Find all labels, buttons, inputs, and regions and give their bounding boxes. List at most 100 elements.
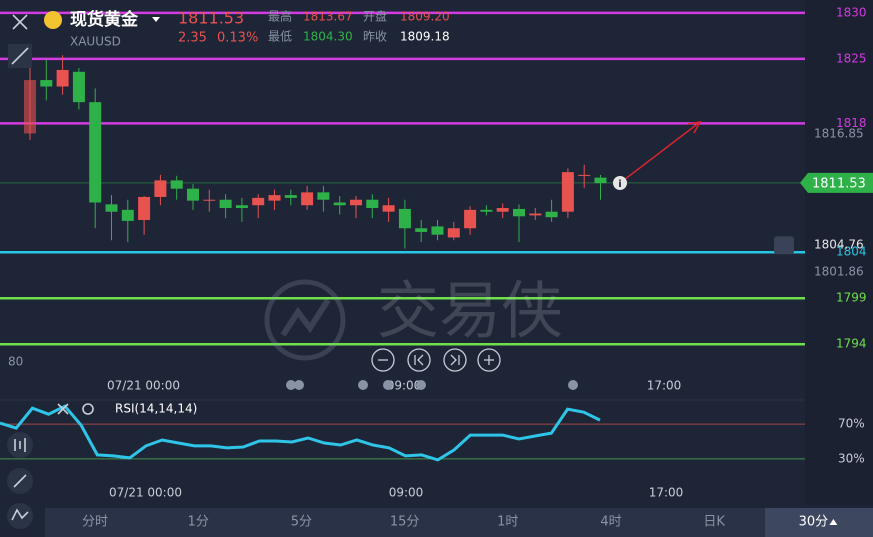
candle-body	[415, 228, 428, 232]
candle-body	[24, 80, 36, 134]
change: 2.35	[178, 31, 207, 46]
x-tick-label: 17:00	[647, 379, 682, 393]
candle-body	[284, 195, 297, 198]
stat-label: 最高	[268, 9, 292, 24]
title: 现货黄金	[70, 9, 139, 30]
gold-icon	[44, 11, 62, 29]
level-label: 1825	[836, 51, 867, 65]
candle-body	[464, 209, 477, 229]
level-label: 1818	[836, 116, 867, 130]
symbol: XAUUSD	[70, 35, 121, 49]
x-tick-label: 07/21 00:00	[109, 486, 182, 500]
level-label: 1799	[836, 291, 867, 305]
candle-body	[496, 208, 509, 212]
rsi-settings[interactable]	[82, 403, 94, 415]
candle-body	[40, 80, 53, 87]
candle-body	[187, 188, 199, 201]
stat-value: 1809.20	[400, 10, 450, 24]
period-tabs: 分时 1分 5分 15分 1时 4时 日K 30分	[45, 508, 873, 537]
candle-body	[89, 102, 102, 203]
y-tick-label: 70%	[838, 417, 865, 431]
candle-body	[366, 199, 379, 209]
nav-buttons	[371, 348, 501, 372]
candle-body	[56, 69, 69, 87]
tab[interactable]: 5分	[291, 515, 312, 530]
candle-body	[545, 211, 558, 218]
event-dots	[286, 380, 578, 390]
candle-body	[529, 213, 542, 216]
price-label: 1801.86	[814, 264, 864, 278]
candle-body	[138, 196, 151, 220]
candle-body	[317, 192, 330, 200]
candle-body	[219, 199, 232, 209]
tab-selected[interactable]	[765, 508, 873, 537]
main-chart: 1830 1825 1818 1804 1799 1794 1816.85 1804.76 18…	[0, 5, 873, 393]
candle-body	[154, 180, 167, 197]
toolbar	[7, 14, 94, 529]
candle-body	[594, 177, 607, 184]
change-pct: 0.13%	[217, 31, 258, 46]
to-end[interactable]	[443, 348, 467, 372]
zoom-in[interactable]	[477, 348, 501, 372]
watermark: 交易侠	[377, 274, 563, 347]
tab[interactable]: 1分	[188, 515, 209, 530]
candle-body	[252, 197, 265, 206]
tab[interactable]: 分时	[82, 515, 108, 530]
zoom-out[interactable]	[371, 348, 395, 372]
last-price-tag	[800, 172, 873, 193]
rsi-panel: 70% 30% RSI(14,14,14) 07/21 00:00 09:00 17:00	[0, 402, 865, 500]
info-glyph: i	[618, 179, 621, 190]
candle-body	[447, 228, 460, 238]
stat-value: 1804.30	[303, 30, 353, 44]
dropdown[interactable]	[152, 17, 160, 22]
rsi-line	[0, 404, 601, 462]
tab[interactable]: 30分	[799, 515, 829, 530]
candle-body	[513, 208, 525, 217]
candle-body	[301, 192, 314, 206]
annotation-arrow	[619, 121, 701, 184]
candle-body	[480, 209, 493, 212]
candle-body	[382, 205, 395, 212]
price-label: 1816.85	[814, 126, 864, 140]
rsi-label: RSI(14,14,14)	[115, 402, 197, 416]
candle-body	[268, 195, 281, 201]
stat-label: 最低	[268, 30, 292, 44]
level-label: 1794	[836, 337, 867, 351]
level-label: 1804	[836, 245, 867, 259]
stat-label: 开盘	[363, 9, 387, 24]
x-tick-label: 07/21 00:00	[107, 379, 180, 393]
tab[interactable]: 1时	[497, 515, 518, 530]
x-tick-label: 17:00	[649, 486, 684, 500]
watermark-logo	[264, 279, 346, 361]
candle-body	[121, 209, 134, 221]
candle-body	[235, 205, 248, 209]
left-fragment: 80	[8, 355, 23, 369]
price: 1811.53	[178, 9, 244, 28]
candle-body	[72, 71, 85, 103]
stat-value: 1813.67	[303, 10, 353, 24]
tab[interactable]: 15分	[390, 515, 420, 530]
tab-caret	[829, 519, 838, 525]
alert-bell[interactable]	[774, 236, 794, 255]
x-tick-label: 09:00	[387, 379, 422, 393]
candle-body	[170, 180, 183, 189]
tab[interactable]: 4时	[600, 515, 621, 530]
price-label: 1804.76	[814, 238, 864, 252]
candle-body	[105, 204, 118, 212]
candle-body	[333, 202, 346, 206]
candle-body	[203, 199, 216, 201]
y-tick-label: 30%	[838, 451, 865, 465]
stat-label: 昨收	[363, 30, 387, 44]
to-start[interactable]	[407, 348, 431, 372]
price-axis	[805, 0, 873, 505]
candle-body	[578, 174, 591, 176]
tab-bar	[45, 508, 873, 537]
candle-body	[350, 199, 362, 206]
x-tick-label: 09:00	[389, 486, 424, 500]
info-icon[interactable]	[613, 176, 627, 190]
candle-body	[431, 226, 444, 235]
arrow-head	[687, 121, 702, 134]
candle-body	[398, 208, 411, 229]
tab[interactable]: 日K	[703, 515, 725, 530]
